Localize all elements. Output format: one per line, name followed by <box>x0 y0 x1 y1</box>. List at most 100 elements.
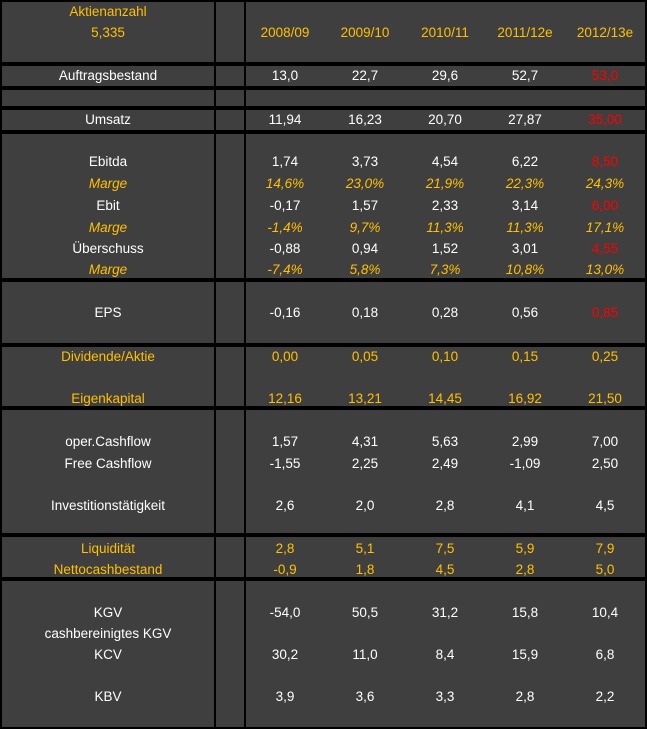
cell-value: 6,22 <box>511 154 539 169</box>
cell-value: 1,57 <box>271 434 299 449</box>
cell-value: 0,56 <box>511 305 539 320</box>
year-header: 2008/09 <box>260 25 310 40</box>
cell-value: 13,21 <box>348 391 382 406</box>
year-header: 2009/10 <box>340 25 390 40</box>
column-divider <box>0 0 2 729</box>
cell-value: 6,00 <box>591 198 619 213</box>
cell-value: 4,1 <box>515 498 535 513</box>
cell-value: 31,2 <box>431 605 459 620</box>
row-label: Umsatz <box>85 112 131 127</box>
cell-value: 2,0 <box>355 498 375 513</box>
cell-value: 53,0 <box>591 68 619 83</box>
cell-value: 13,0% <box>585 262 625 277</box>
cell-value: 5,8% <box>349 262 381 277</box>
cell-value: 3,9 <box>275 689 295 704</box>
row-label: Ebit <box>96 198 120 213</box>
row-label: Dividende/Aktie <box>61 349 155 364</box>
cell-value: 22,7 <box>351 68 379 83</box>
cell-value: -1,4% <box>267 220 303 235</box>
row-label: Eigenkapital <box>71 391 145 406</box>
column-divider <box>214 0 216 729</box>
cell-value: 2,99 <box>511 434 539 449</box>
cell-value: 9,7% <box>349 220 381 235</box>
cell-value: 5,1 <box>355 541 375 556</box>
cell-value: 1,57 <box>351 198 379 213</box>
cell-value: 22,3% <box>505 176 545 191</box>
row-group <box>2 90 645 106</box>
cell-value: 2,33 <box>431 198 459 213</box>
cell-value: 15,9 <box>511 647 539 662</box>
cell-value: 2,8 <box>515 562 535 577</box>
cell-value: 8,4 <box>435 647 455 662</box>
row-label: cashbereinigtes KGV <box>44 626 172 641</box>
cell-value: 3,6 <box>355 689 375 704</box>
cell-value: -1,09 <box>509 456 541 471</box>
cell-value: 24,3% <box>585 176 625 191</box>
cell-value: 8,50 <box>591 154 619 169</box>
row-group <box>2 282 645 343</box>
cell-value: 4,31 <box>351 434 379 449</box>
cell-value: 21,50 <box>588 391 622 406</box>
cell-value: 27,87 <box>508 112 542 127</box>
cell-value: 17,1% <box>585 220 625 235</box>
cell-value: 4,54 <box>431 154 459 169</box>
row-label: Marge <box>88 176 128 191</box>
cell-value: 29,6 <box>431 68 459 83</box>
cell-value: 21,9% <box>425 176 465 191</box>
cell-value: 2,8 <box>435 498 455 513</box>
cell-value: 2,50 <box>591 456 619 471</box>
cell-value: 5,0 <box>595 562 615 577</box>
cell-value: 3,01 <box>511 241 539 256</box>
row-label: Investitionstätigkeit <box>50 498 166 513</box>
cell-value: 20,70 <box>428 112 462 127</box>
row-group <box>2 110 645 130</box>
row-group <box>2 2 645 62</box>
row-group <box>2 581 645 727</box>
row-label: oper.Cashflow <box>65 434 151 449</box>
cell-value: 14,45 <box>428 391 462 406</box>
cell-value: 16,23 <box>348 112 382 127</box>
cell-value: 0,05 <box>351 349 379 364</box>
cell-value: 50,5 <box>351 605 379 620</box>
cell-value: 4,5 <box>435 562 455 577</box>
row-group <box>2 410 645 533</box>
cell-value: 0,18 <box>351 305 379 320</box>
cell-value: 1,74 <box>271 154 299 169</box>
cell-value: 0,10 <box>431 349 459 364</box>
row-label: KBV <box>94 689 122 704</box>
cell-value: 0,00 <box>271 349 299 364</box>
cell-value: 2,25 <box>351 456 379 471</box>
cell-value: 12,16 <box>268 391 302 406</box>
row-group <box>2 537 645 577</box>
cell-value: -54,0 <box>269 605 301 620</box>
cell-value: 7,00 <box>591 434 619 449</box>
cell-value: 0,94 <box>351 241 379 256</box>
cell-value: 10,8% <box>505 262 545 277</box>
cell-value: 16,92 <box>508 391 542 406</box>
cell-value: 2,8 <box>515 689 535 704</box>
cell-value: 5,9 <box>515 541 535 556</box>
cell-value: 5,63 <box>431 434 459 449</box>
cell-value: -0,88 <box>269 241 301 256</box>
cell-value: 6,8 <box>595 647 615 662</box>
row-label: Nettocashbestand <box>53 562 163 577</box>
cell-value: 1,52 <box>431 241 459 256</box>
year-header: 2011/12e <box>497 25 553 40</box>
cell-value: 11,0 <box>352 647 378 662</box>
cell-value: 3,73 <box>351 154 379 169</box>
cell-value: 7,5 <box>435 541 455 556</box>
cell-value: 1,8 <box>355 562 375 577</box>
row-label: Ebitda <box>88 154 128 169</box>
cell-value: 4,55 <box>591 241 619 256</box>
row-label: Liquidität <box>80 541 136 556</box>
cell-value: 3,3 <box>435 689 455 704</box>
cell-value: 2,8 <box>275 541 295 556</box>
cell-value: 2,49 <box>431 456 459 471</box>
cell-value: 35,00 <box>588 112 622 127</box>
row-label: Überschuss <box>72 241 144 256</box>
header-label: Aktienanzahl <box>69 4 147 19</box>
cell-value: 4,5 <box>595 498 615 513</box>
cell-value: 30,2 <box>271 647 299 662</box>
cell-value: 2,6 <box>275 498 295 513</box>
